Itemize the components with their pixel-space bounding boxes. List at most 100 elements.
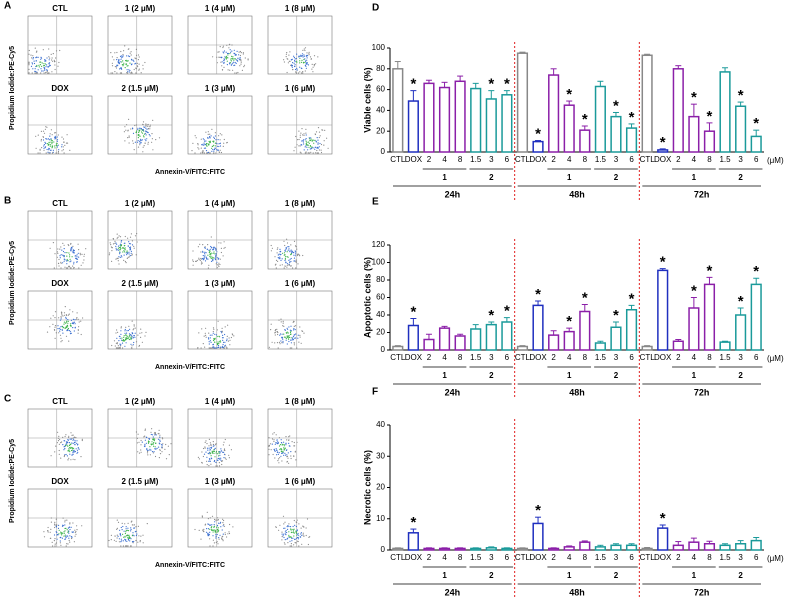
cytometry-dot bbox=[279, 448, 282, 450]
cytometry-dot bbox=[220, 61, 222, 63]
cytometry-dot bbox=[281, 264, 283, 266]
cytometry-dot bbox=[57, 248, 59, 250]
cytometry-dot bbox=[60, 311, 63, 313]
cytometry-dot bbox=[302, 330, 304, 332]
cytometry-dot bbox=[282, 340, 284, 342]
cytometry-dot bbox=[297, 72, 299, 74]
cytometry-dot bbox=[268, 346, 270, 348]
cytometry-dot bbox=[68, 442, 71, 444]
cytometry-dot bbox=[73, 263, 75, 265]
cytometry-dot bbox=[221, 337, 224, 339]
cytometry-dot bbox=[298, 56, 300, 58]
cytometry-dot bbox=[81, 525, 83, 527]
cytometry-dot bbox=[36, 72, 38, 74]
cytometry-dot bbox=[224, 326, 226, 328]
cytometry-dot bbox=[139, 142, 141, 144]
cytometry-dot bbox=[223, 451, 225, 453]
cytometry-dot bbox=[170, 443, 172, 445]
cytometry-dot bbox=[75, 531, 77, 533]
cytometry-dot bbox=[79, 252, 81, 254]
cytometry-dot bbox=[283, 240, 285, 242]
cytometry-dot bbox=[231, 50, 233, 52]
plot-title: 1 (2 μM) bbox=[125, 397, 156, 406]
cytometry-dot bbox=[213, 144, 215, 146]
cytometry-dot bbox=[149, 448, 151, 450]
cytometry-dot bbox=[125, 252, 127, 254]
cytometry-dot bbox=[49, 144, 52, 146]
cytometry-dot bbox=[44, 63, 47, 65]
cytometry-dot bbox=[301, 144, 303, 146]
cytometry-dot bbox=[45, 126, 47, 128]
cytometry-dot bbox=[214, 341, 216, 343]
plot-title: 1 (3 μM) bbox=[205, 279, 236, 288]
cytometry-dot bbox=[216, 342, 219, 345]
cytometry-dot bbox=[296, 144, 298, 146]
cytometry-dot bbox=[276, 439, 278, 441]
cytometry-dot bbox=[40, 61, 42, 63]
significance-star: * bbox=[660, 254, 666, 271]
cytometry-dot bbox=[214, 147, 216, 149]
cytometry-dot bbox=[63, 532, 65, 534]
cytometry-dot bbox=[296, 248, 298, 250]
cytometry-dot bbox=[204, 252, 206, 254]
cytometry-dot bbox=[116, 343, 118, 345]
cytometry-dot bbox=[217, 320, 219, 322]
cytometry-dot bbox=[65, 441, 67, 443]
cytometry-dot bbox=[204, 246, 206, 248]
cytometry-dot bbox=[211, 458, 213, 460]
cytometry-dot bbox=[204, 251, 206, 253]
cytometry-dot bbox=[225, 51, 227, 53]
cytometry-dot bbox=[301, 543, 303, 545]
cytometry-dot bbox=[288, 248, 290, 250]
cytometry-dot bbox=[144, 335, 146, 337]
cytometry-dot bbox=[64, 448, 66, 450]
cytometry-dot bbox=[202, 529, 204, 531]
cytometry-dot bbox=[204, 441, 206, 443]
cytometry-dot bbox=[114, 240, 116, 242]
cytometry-dot bbox=[233, 59, 235, 61]
cytometry-dot bbox=[63, 449, 65, 451]
cytometry-dot bbox=[162, 443, 164, 445]
cytometry-dot bbox=[122, 55, 124, 57]
cytometry-dot bbox=[216, 519, 218, 521]
cytometry-dot bbox=[126, 545, 128, 547]
cytometry-dot bbox=[135, 526, 137, 528]
cytometry-dot bbox=[211, 249, 214, 251]
cytometry-dot bbox=[123, 62, 125, 64]
cytometry-dot bbox=[283, 523, 285, 525]
x-tick-label: 6 bbox=[629, 553, 634, 562]
cytometry-dot bbox=[298, 138, 300, 141]
cytometry-dot bbox=[297, 532, 299, 535]
cytometry-dot bbox=[68, 252, 70, 254]
cytometry-dot bbox=[299, 336, 301, 338]
x-tick-label: 8 bbox=[458, 553, 463, 562]
cytometry-dot bbox=[217, 519, 219, 521]
cytometry-dot bbox=[323, 140, 325, 142]
cytometry-dot bbox=[134, 124, 136, 127]
x-tick-label: 8 bbox=[707, 353, 712, 362]
bar bbox=[750, 283, 762, 351]
cytometry-dot bbox=[275, 434, 277, 436]
bar bbox=[579, 310, 591, 351]
cytometry-dot bbox=[218, 452, 220, 454]
cytometry-dot bbox=[66, 252, 68, 254]
cytometry-dot bbox=[128, 142, 130, 144]
cytometry-dot bbox=[211, 526, 213, 528]
cytometry-dot bbox=[204, 447, 206, 449]
cytometry-dot bbox=[208, 523, 210, 526]
cytometry-dot bbox=[118, 263, 120, 265]
cytometry-dot bbox=[293, 528, 295, 530]
cytometry-dot bbox=[148, 449, 150, 451]
cytometry-dot bbox=[68, 447, 71, 449]
cytometry-dot bbox=[31, 72, 33, 74]
cytometry-dot bbox=[205, 327, 207, 329]
cytometry-dot bbox=[289, 60, 291, 63]
significance-star: * bbox=[691, 282, 697, 299]
cytometry-dot bbox=[48, 147, 50, 149]
cytometry-dot bbox=[133, 540, 135, 543]
cytometry-dot bbox=[28, 53, 30, 55]
cytometry-dot bbox=[285, 262, 287, 264]
cytometry-dot bbox=[126, 55, 128, 57]
cytometry-dot bbox=[128, 325, 130, 327]
cytometry-dot bbox=[209, 136, 211, 138]
